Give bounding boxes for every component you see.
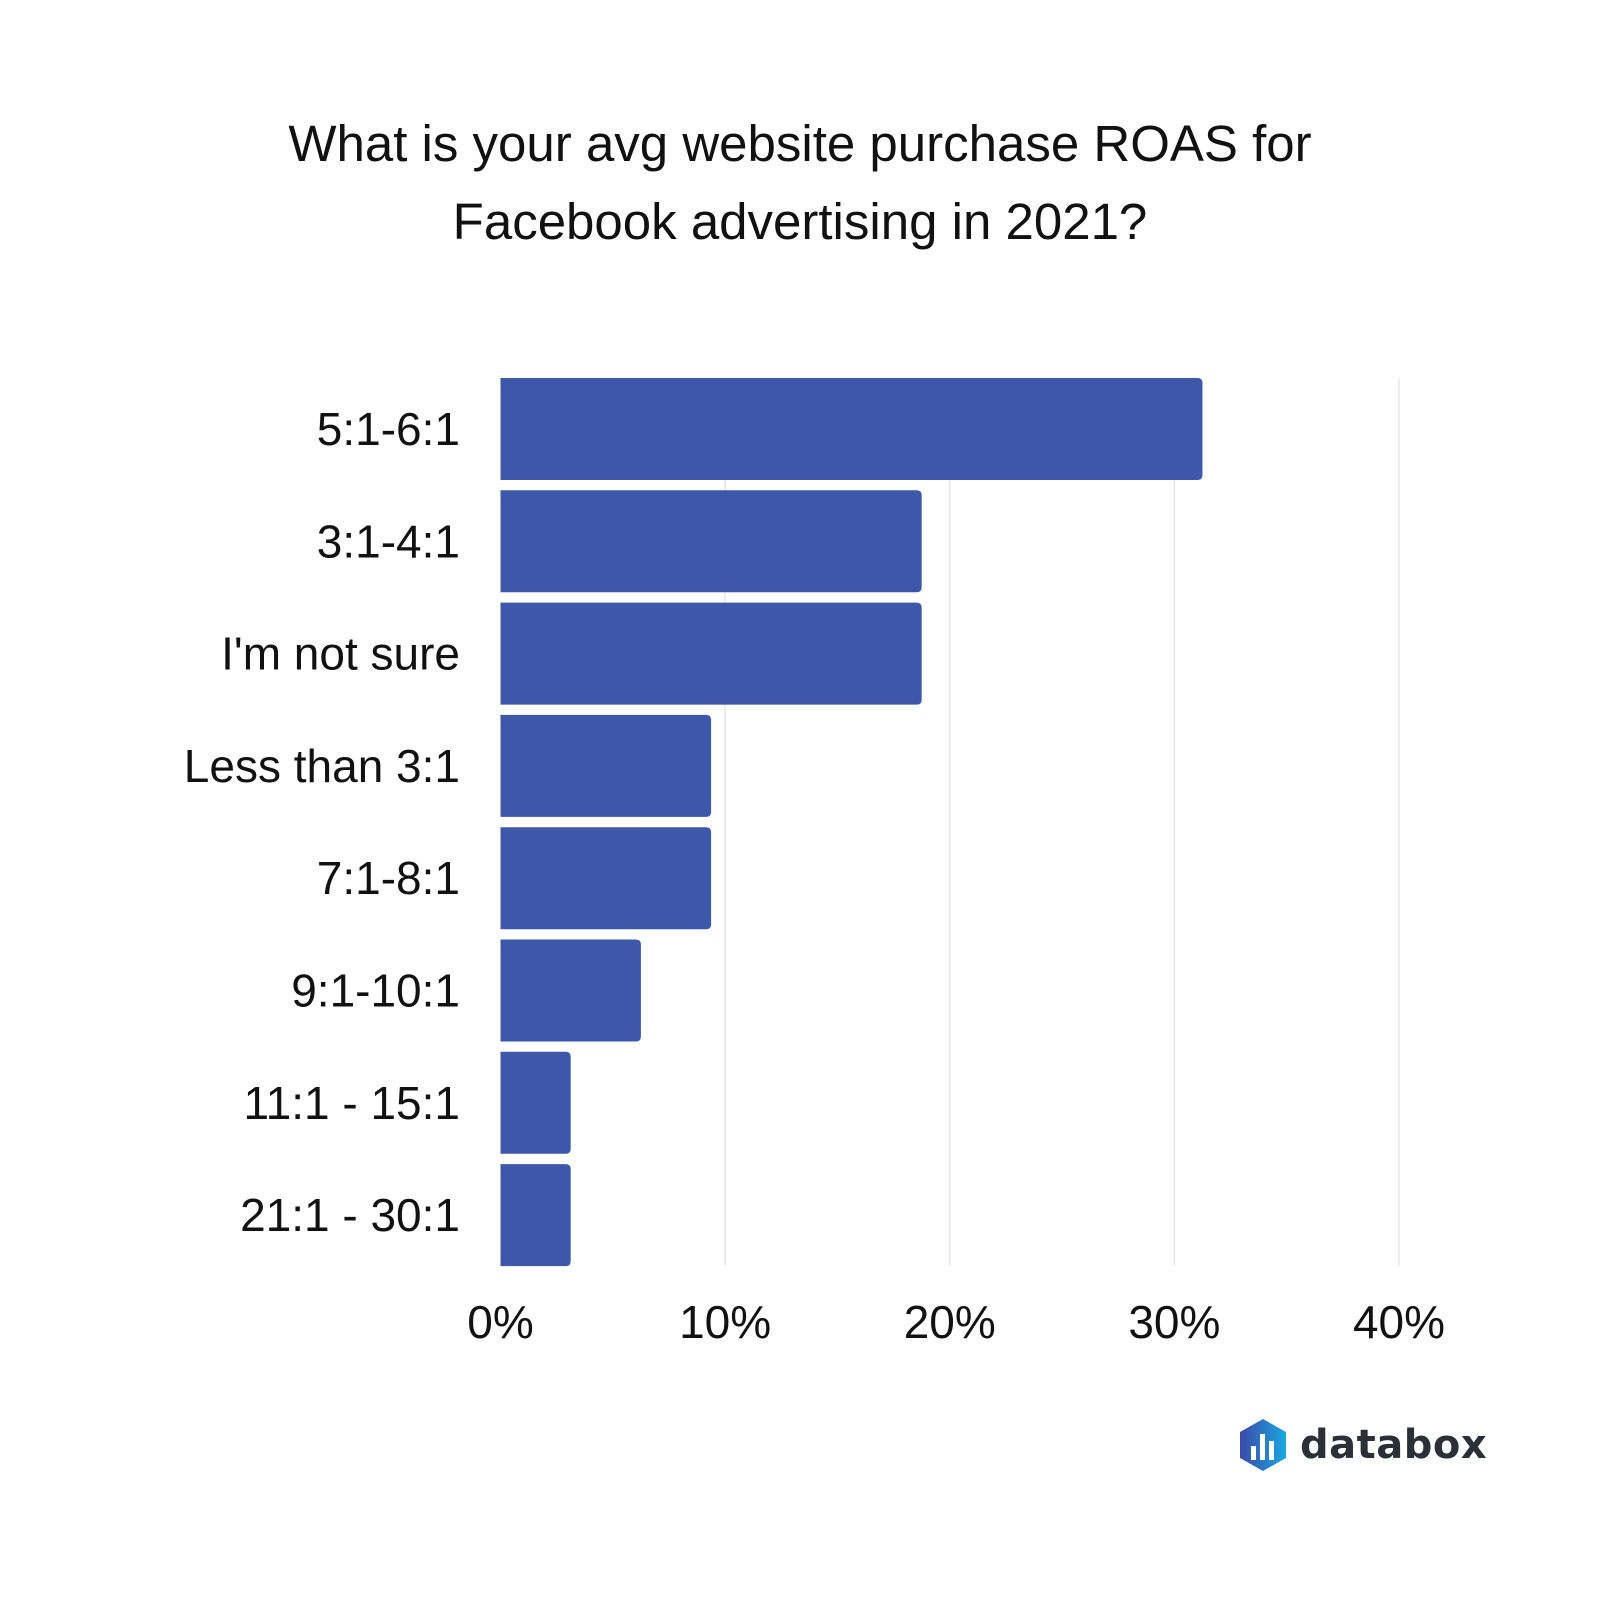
bar [500, 1051, 571, 1154]
category-label: Less than 3:1 [184, 740, 460, 792]
category-label: 21:1 - 30:1 [240, 1189, 460, 1241]
bar [500, 1164, 571, 1267]
bar [500, 602, 922, 705]
category-label: 5:1-6:1 [317, 403, 460, 455]
x-tick-label: 10% [679, 1296, 771, 1348]
databox-logo-icon [1240, 1419, 1286, 1471]
bar [500, 378, 1203, 480]
category-label: I'm not sure [221, 628, 460, 680]
bar [500, 490, 922, 593]
databox-logo-text: databox [1300, 1422, 1488, 1468]
bar [500, 827, 712, 930]
category-label: 9:1-10:1 [291, 965, 460, 1017]
bar [500, 939, 641, 1042]
chart-title: What is your avg website purchase ROAS f… [288, 115, 1312, 250]
databox-logo: databox [1238, 1418, 1487, 1472]
category-label: 7:1-8:1 [317, 852, 460, 904]
x-tick-label: 0% [467, 1296, 533, 1348]
x-tick-label: 30% [1128, 1296, 1220, 1348]
bar [500, 714, 712, 817]
category-label: 3:1-4:1 [317, 515, 460, 567]
x-tick-label: 40% [1353, 1296, 1445, 1348]
category-label: 11:1 - 15:1 [243, 1077, 460, 1129]
x-tick-label: 20% [904, 1296, 996, 1348]
